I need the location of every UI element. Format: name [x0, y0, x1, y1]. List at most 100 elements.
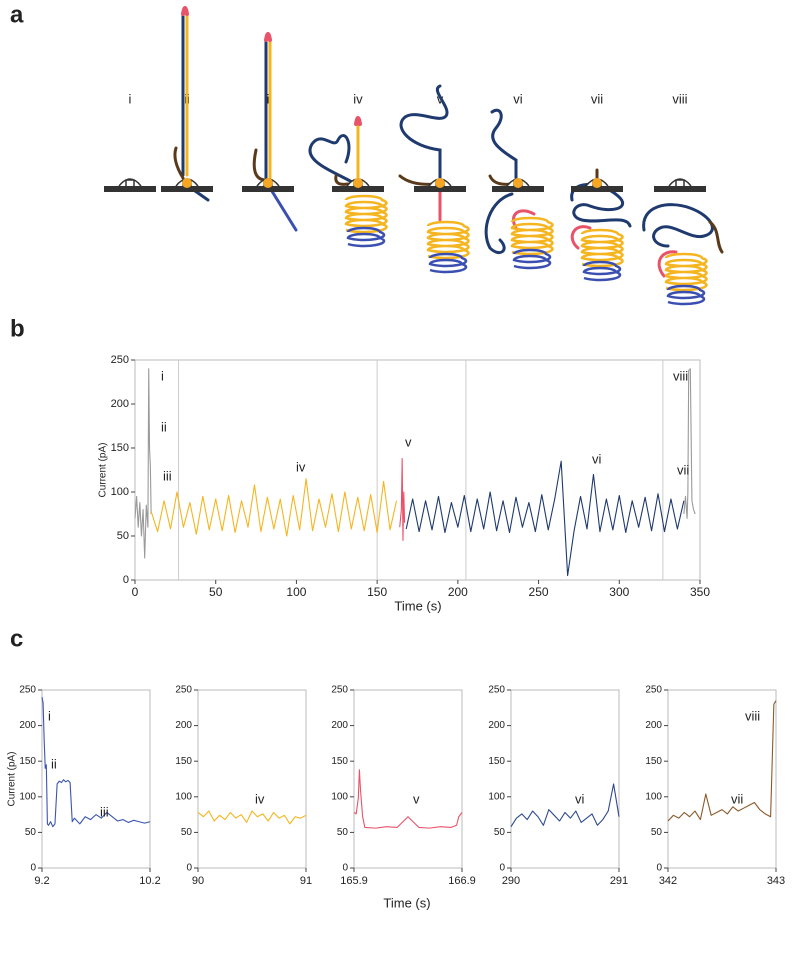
y-tick-label: 100	[111, 486, 129, 498]
coil	[510, 216, 554, 256]
y-tick-label: 200	[19, 720, 36, 731]
y-tick-label: 100	[645, 791, 662, 802]
enzyme	[263, 178, 273, 188]
y-tick-label: 200	[331, 720, 348, 731]
strand	[173, 146, 185, 180]
x-tick-label: 91	[300, 875, 312, 887]
y-axis-label: Current (pA)	[98, 442, 109, 497]
annotation: ii	[51, 756, 57, 771]
x-tick-label: 290	[502, 875, 520, 887]
coil	[346, 226, 386, 248]
y-axis-label: Current (pA)	[7, 751, 18, 806]
trace	[510, 783, 620, 827]
annotation: v	[413, 791, 420, 806]
trace	[353, 769, 463, 829]
strand	[334, 174, 350, 186]
y-tick-label: 250	[488, 685, 505, 696]
y-tick-label: 150	[111, 442, 129, 454]
coil	[664, 252, 708, 292]
y-tick-label: 50	[651, 827, 663, 838]
trace	[399, 458, 406, 541]
plot-frame	[667, 689, 777, 869]
y-tick-label: 250	[175, 685, 192, 696]
strand	[642, 203, 714, 248]
trace	[134, 368, 152, 559]
trace	[405, 460, 685, 577]
coil	[666, 284, 706, 306]
annotation: vii	[677, 462, 689, 477]
y-tick-label: 150	[488, 756, 505, 767]
y-tick-label: 0	[342, 863, 348, 874]
y-tick-label: 0	[30, 863, 36, 874]
membrane	[492, 186, 544, 192]
membrane	[654, 186, 706, 192]
annotation: i	[48, 708, 51, 723]
strand	[490, 108, 518, 180]
plot-frame	[41, 689, 151, 869]
y-tick-label: 100	[331, 791, 348, 802]
y-tick-label: 200	[111, 398, 129, 410]
pore	[668, 178, 692, 187]
strand	[484, 192, 514, 254]
plot-frame	[134, 359, 701, 581]
y-tick-label: 50	[181, 827, 193, 838]
enzyme	[592, 178, 602, 188]
y-tick-label: 250	[331, 685, 348, 696]
membrane	[104, 186, 156, 192]
y-tick-label: 150	[645, 756, 662, 767]
plot-frame	[353, 689, 463, 869]
x-tick-label: 50	[209, 585, 223, 599]
y-tick-label: 250	[19, 685, 36, 696]
stage-label: iii	[264, 91, 273, 106]
trace	[683, 368, 696, 519]
x-tick-label: 166.9	[448, 875, 476, 887]
y-tick-label: 150	[19, 756, 36, 767]
coil	[426, 220, 470, 260]
enzyme	[182, 178, 192, 188]
annotation: iii	[163, 468, 172, 483]
y-tick-label: 50	[117, 530, 129, 542]
x-tick-label: 291	[610, 875, 628, 887]
pore	[118, 178, 142, 187]
strand	[354, 116, 362, 126]
strand	[399, 84, 449, 180]
y-tick-label: 200	[175, 720, 192, 731]
panel-label: c	[10, 625, 23, 652]
stage-label: vii	[591, 91, 603, 106]
annotation: iv	[255, 791, 265, 806]
y-tick-label: 100	[488, 791, 505, 802]
annotation: vi	[592, 451, 602, 466]
trace	[667, 700, 777, 822]
y-tick-label: 50	[494, 827, 506, 838]
membrane	[332, 186, 384, 192]
stage-label: i	[129, 91, 132, 106]
y-tick-label: 50	[25, 827, 37, 838]
y-tick-label: 100	[175, 791, 192, 802]
plot-frame	[510, 689, 620, 869]
x-tick-label: 343	[767, 875, 785, 887]
strand	[268, 186, 298, 232]
diagram: i ii iii iv v vi vii viii	[104, 6, 724, 306]
y-tick-label: 250	[111, 354, 129, 366]
annotation: i	[161, 368, 164, 383]
annotation: ii	[161, 419, 167, 434]
x-tick-label: 250	[529, 585, 549, 599]
stage-label: iv	[353, 91, 363, 106]
x-tick-label: 165.9	[340, 875, 368, 887]
enzyme	[353, 178, 363, 188]
enzyme	[513, 178, 523, 188]
trace	[197, 810, 307, 825]
coil	[580, 228, 624, 268]
y-tick-label: 200	[645, 720, 662, 731]
strand	[264, 32, 272, 42]
strand	[181, 6, 189, 16]
plot-frame	[197, 689, 307, 869]
y-tick-label: 0	[186, 863, 192, 874]
y-tick-label: 200	[488, 720, 505, 731]
y-tick-label: 50	[337, 827, 349, 838]
y-tick-label: 0	[499, 863, 505, 874]
stage-label: viii	[672, 91, 687, 106]
membrane	[571, 186, 623, 192]
y-tick-label: 100	[19, 791, 36, 802]
